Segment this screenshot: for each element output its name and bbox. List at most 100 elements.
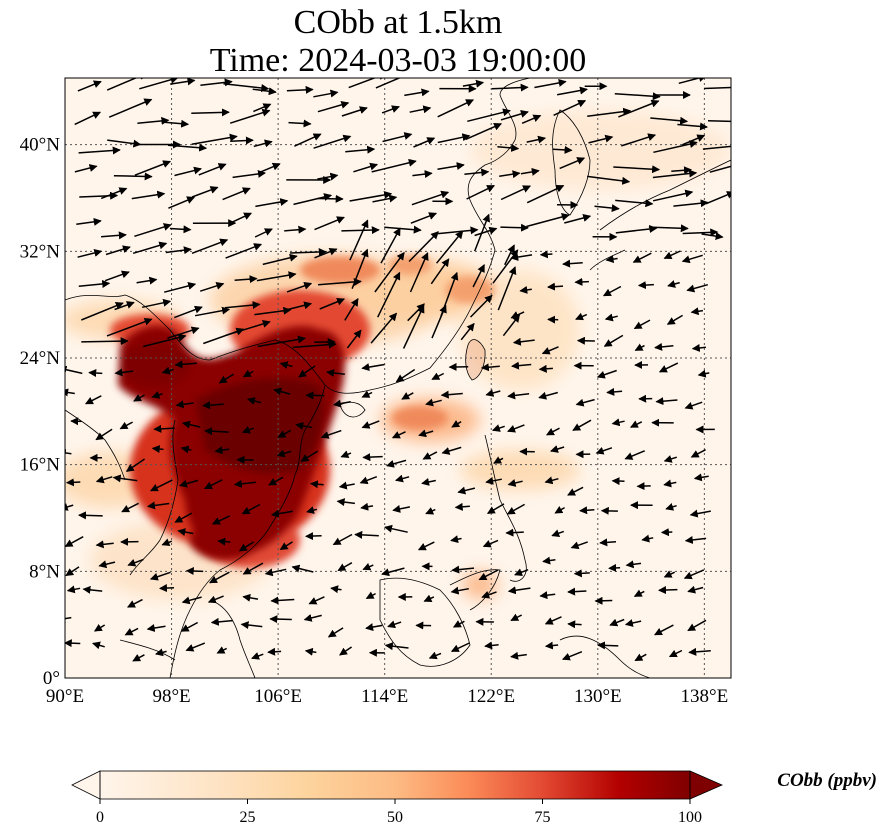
wind-arrow: [412, 170, 433, 179]
wind-arrow: [132, 654, 145, 662]
wind-arrow: [380, 227, 401, 264]
wind-arrow: [232, 169, 266, 179]
wind-arrow: [505, 528, 524, 537]
wind-arrow: [481, 591, 497, 599]
wind-arrow: [599, 538, 617, 547]
wind-arrow: [705, 191, 731, 205]
wind-arrow: [633, 319, 651, 330]
wind-arrow: [79, 191, 119, 200]
wind-arrow: [417, 541, 435, 551]
wind-arrow: [174, 360, 197, 369]
wind-arrow: [107, 139, 142, 148]
wind-arrow: [544, 616, 562, 625]
wind-arrow: [665, 503, 677, 511]
wind-arrow: [253, 139, 273, 148]
wind-arrow: [132, 241, 168, 255]
wind-arrow: [161, 366, 174, 375]
wind-arrow: [681, 134, 706, 146]
wind-arrow: [112, 474, 138, 483]
wind-arrow: [687, 619, 707, 632]
wind-arrow: [127, 558, 144, 567]
wind-arrow: [682, 228, 719, 237]
wind-arrow: [191, 133, 238, 145]
wind-arrow: [222, 187, 251, 201]
colorbar: 0 25 50 75 100: [71, 770, 723, 826]
wind-arrow: [541, 346, 559, 355]
wind-arrow: [229, 212, 253, 224]
wind-arrow: [174, 166, 202, 177]
wind-arrow: [100, 187, 128, 200]
axis-ticks: 90°E 98°E 106°E 114°E 122°E 130°E 138°E 0° 8°N 16…: [20, 135, 729, 707]
wind-arrow: [454, 502, 470, 511]
wind-arrow: [668, 649, 683, 658]
colorbar-body: [100, 771, 690, 799]
wind-arrow: [125, 458, 146, 472]
wind-arrow: [652, 189, 694, 202]
wind-arrow: [270, 596, 295, 605]
wind-arrow: [613, 165, 661, 174]
lat-tick-label: 8°N: [29, 561, 60, 582]
wind-arrow: [361, 390, 373, 398]
wind-arrow: [267, 647, 282, 656]
wind-arrow: [139, 78, 179, 90]
wind-arrow: [395, 368, 416, 383]
wind-arrow: [570, 541, 588, 550]
wind-arrow: [502, 314, 521, 337]
lon-tick-label: 138°E: [681, 686, 729, 707]
wind-arrow: [602, 285, 622, 297]
wind-arrow: [317, 101, 350, 113]
wind-arrow: [204, 427, 229, 436]
wind-arrow: [168, 196, 196, 209]
wind-arrow: [402, 304, 425, 349]
lat-tick-label: 0°: [43, 668, 60, 689]
wind-arrow: [605, 255, 618, 264]
wind-arrow: [572, 419, 592, 431]
wind-arrow: [538, 364, 553, 373]
wind-arrow: [177, 528, 194, 536]
lon-tick-label: 130°E: [574, 686, 622, 707]
wind-arrow: [381, 105, 400, 114]
wind-arrow: [200, 78, 233, 87]
wind-arrow: [254, 228, 273, 238]
wind-arrow: [521, 114, 542, 124]
wind-arrow: [284, 301, 313, 312]
wind-arrow: [65, 478, 81, 487]
wind-arrow: [452, 620, 465, 628]
wind-arrow: [106, 317, 153, 337]
wind-arrow: [151, 391, 163, 399]
wind-arrow: [594, 596, 613, 605]
wind-arrow: [284, 225, 307, 234]
wind-arrow: [539, 250, 553, 259]
wind-arrow: [304, 647, 317, 656]
wind-arrow: [482, 539, 499, 548]
wind-arrow: [255, 198, 289, 208]
wind-arrow: [587, 175, 631, 185]
wind-arrow: [573, 569, 590, 578]
wind-arrow: [362, 453, 383, 462]
wind-arrow: [101, 231, 127, 240]
wind-arrow: [191, 186, 219, 198]
wind-arrow: [663, 250, 681, 260]
wind-arrow: [382, 132, 413, 143]
wind-arrow: [615, 199, 654, 208]
wind-arrow: [246, 397, 262, 405]
wind-arrow: [384, 524, 408, 533]
wind-arrow: [262, 253, 298, 266]
wind-arrow: [185, 567, 204, 576]
colorbar-tick-label: 100: [678, 809, 702, 826]
wind-arrow: [588, 134, 614, 144]
wind-arrow: [211, 515, 230, 525]
lon-tick-label: 106°E: [254, 686, 302, 707]
wind-arrow: [395, 474, 410, 483]
wind-arrow: [474, 213, 491, 252]
wind-arrow: [108, 98, 153, 118]
wind-arrow: [288, 119, 312, 128]
wind-arrow: [180, 445, 192, 454]
wind-arrow: [251, 652, 264, 660]
wind-arrow: [174, 305, 203, 319]
map-title-line1: CObb at 1.5km: [293, 4, 503, 41]
wind-arrow: [74, 111, 102, 126]
wind-arrow: [317, 172, 339, 181]
wind-arrow: [341, 226, 380, 235]
wind-arrow: [65, 566, 80, 577]
